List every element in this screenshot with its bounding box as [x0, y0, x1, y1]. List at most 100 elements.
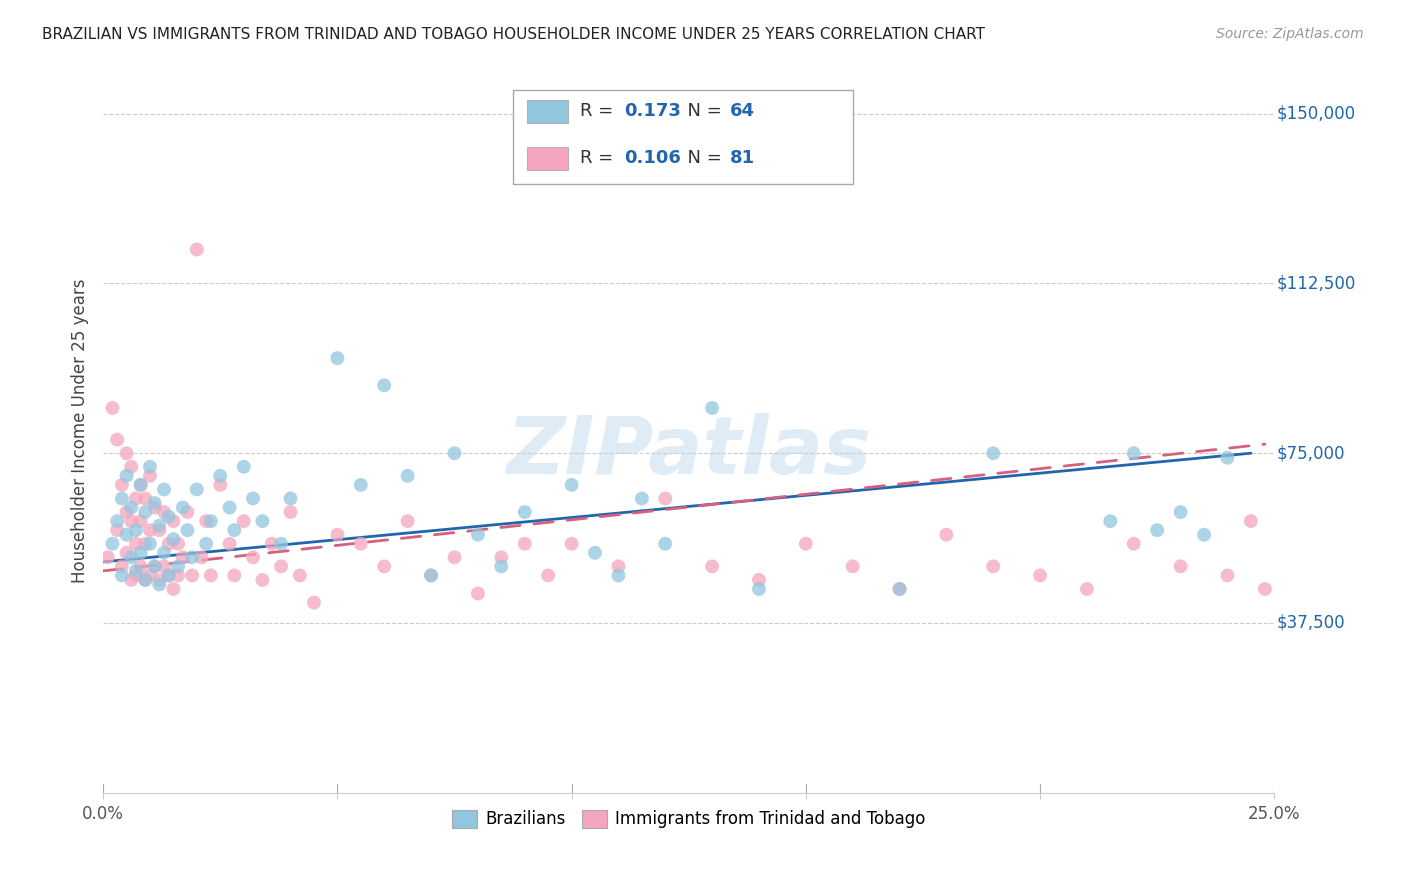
Point: [270, 559, 292, 574]
Point: [326, 351, 349, 366]
Point: [209, 478, 232, 492]
Point: [1146, 523, 1168, 537]
Point: [134, 491, 156, 506]
Point: [1216, 568, 1239, 582]
Point: [115, 468, 138, 483]
Point: [260, 537, 283, 551]
Point: [491, 559, 513, 574]
Point: [200, 568, 222, 582]
Point: [1170, 505, 1192, 519]
Point: [252, 573, 274, 587]
Point: [242, 491, 264, 506]
FancyBboxPatch shape: [527, 100, 568, 123]
Text: 64: 64: [730, 103, 755, 120]
Point: [115, 446, 138, 460]
Point: [115, 527, 138, 541]
Point: [1122, 537, 1144, 551]
Point: [97, 550, 120, 565]
Point: [420, 568, 443, 582]
Point: [467, 527, 489, 541]
Point: [167, 537, 190, 551]
Point: [125, 537, 148, 551]
Point: [280, 491, 302, 506]
Point: [120, 573, 142, 587]
Point: [561, 478, 583, 492]
Point: [748, 573, 770, 587]
Point: [125, 564, 148, 578]
Point: [700, 559, 723, 574]
Point: [350, 478, 373, 492]
Point: [1122, 446, 1144, 460]
Point: [134, 537, 156, 551]
Point: [143, 559, 166, 574]
Legend: Brazilians, Immigrants from Trinidad and Tobago: Brazilians, Immigrants from Trinidad and…: [446, 803, 932, 835]
Text: R =: R =: [579, 149, 619, 168]
Point: [583, 546, 606, 560]
Point: [162, 532, 184, 546]
Point: [115, 505, 138, 519]
Point: [1216, 450, 1239, 465]
Point: [373, 378, 395, 392]
Text: $37,500: $37,500: [1277, 614, 1346, 632]
Point: [134, 573, 156, 587]
Point: [1254, 582, 1277, 596]
Point: [794, 537, 817, 551]
Point: [288, 568, 311, 582]
Text: $75,000: $75,000: [1277, 444, 1346, 462]
Text: ZIPatlas: ZIPatlas: [506, 413, 872, 491]
Point: [111, 568, 134, 582]
Point: [157, 568, 180, 582]
Point: [115, 546, 138, 560]
Point: [889, 582, 911, 596]
Point: [513, 505, 536, 519]
Point: [537, 568, 560, 582]
Point: [190, 550, 212, 565]
Point: [153, 559, 176, 574]
Point: [1076, 582, 1098, 596]
Point: [157, 509, 180, 524]
Point: [125, 491, 148, 506]
Point: [232, 514, 254, 528]
Point: [209, 468, 232, 483]
Point: [148, 573, 170, 587]
Point: [143, 496, 166, 510]
Point: [172, 500, 194, 515]
Point: [120, 514, 142, 528]
Point: [129, 514, 152, 528]
Point: [1240, 514, 1263, 528]
Point: [143, 500, 166, 515]
Point: [1170, 559, 1192, 574]
Text: BRAZILIAN VS IMMIGRANTS FROM TRINIDAD AND TOBAGO HOUSEHOLDER INCOME UNDER 25 YEA: BRAZILIAN VS IMMIGRANTS FROM TRINIDAD AN…: [42, 27, 986, 42]
Point: [443, 550, 465, 565]
Point: [224, 523, 246, 537]
Point: [252, 514, 274, 528]
Text: N =: N =: [676, 103, 727, 120]
Point: [181, 550, 204, 565]
Point: [148, 577, 170, 591]
Point: [631, 491, 654, 506]
FancyBboxPatch shape: [513, 90, 852, 185]
Point: [167, 559, 190, 574]
Point: [129, 478, 152, 492]
Point: [748, 582, 770, 596]
Point: [129, 559, 152, 574]
Point: [654, 491, 676, 506]
Point: [120, 550, 142, 565]
Point: [700, 401, 723, 415]
Y-axis label: Householder Income Under 25 years: Householder Income Under 25 years: [72, 278, 89, 582]
Point: [111, 559, 134, 574]
Text: 81: 81: [730, 149, 755, 168]
Point: [153, 546, 176, 560]
Point: [162, 582, 184, 596]
Point: [186, 243, 208, 257]
Point: [125, 523, 148, 537]
Point: [181, 568, 204, 582]
Point: [148, 523, 170, 537]
Point: [172, 550, 194, 565]
Point: [134, 573, 156, 587]
Point: [120, 500, 142, 515]
Text: Source: ZipAtlas.com: Source: ZipAtlas.com: [1216, 27, 1364, 41]
Point: [167, 568, 190, 582]
Point: [242, 550, 264, 565]
Point: [467, 586, 489, 600]
